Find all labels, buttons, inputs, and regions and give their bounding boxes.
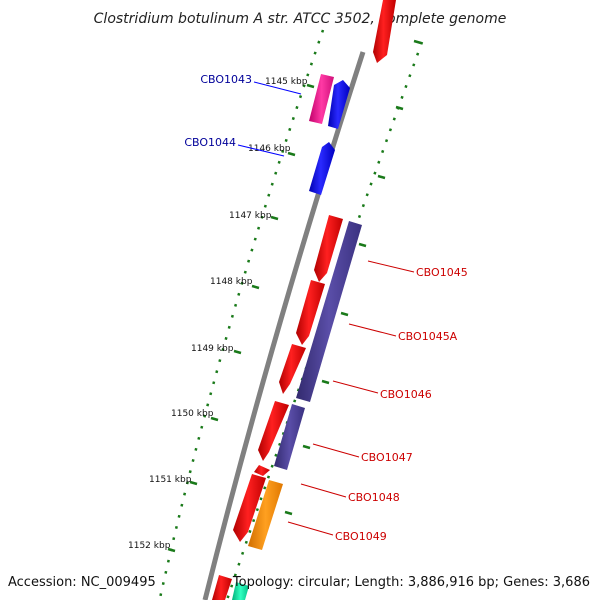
gene-arrow-cbo1045-red[interactable] bbox=[314, 215, 343, 282]
gene-label-cbo1043[interactable]: CBO1043 bbox=[200, 73, 252, 86]
kbp-label-1150: 1150 kbp bbox=[171, 409, 214, 419]
gene-arrow-bottom-red[interactable] bbox=[212, 575, 232, 600]
kbp-label-1146: 1146 kbp bbox=[248, 144, 291, 154]
kbp-label-1147: 1147 kbp bbox=[229, 211, 272, 221]
gene-arrow-cbo1045-purple[interactable] bbox=[296, 221, 362, 402]
kbp-label-1152: 1152 kbp bbox=[128, 541, 171, 551]
gene-arrow-cbo1047-purple[interactable] bbox=[274, 404, 305, 470]
gene-label-cbo1045[interactable]: CBO1045 bbox=[416, 266, 468, 279]
topology-text: Topology: circular; Length: 3,886,916 bp… bbox=[232, 575, 590, 590]
gene-arrow-cbo1049-orange[interactable] bbox=[248, 480, 283, 550]
map-title: Clostridium botulinum A str. ATCC 3502, … bbox=[94, 11, 507, 27]
inner-ring-ticks bbox=[167, 83, 315, 553]
gene-label-cbo1047[interactable]: CBO1047 bbox=[361, 451, 413, 464]
gene-label-cbo1044[interactable]: CBO1044 bbox=[184, 136, 236, 149]
gene-arrow-bottom-teal[interactable] bbox=[232, 582, 249, 600]
kbp-label-1151: 1151 kbp bbox=[149, 475, 192, 485]
gene-arrow-top-red[interactable] bbox=[373, 0, 396, 63]
gene-arrow-cbo1049-red[interactable] bbox=[233, 474, 266, 542]
gene-label-cbo1046[interactable]: CBO1046 bbox=[380, 388, 432, 401]
outer-ring-ticks bbox=[284, 39, 422, 516]
accession-text: Accession: NC_009495 bbox=[8, 575, 156, 590]
label-leader-lines bbox=[237, 81, 415, 536]
kbp-label-1149: 1149 kbp bbox=[191, 344, 234, 354]
gene-arrow-cbo1043-blue[interactable] bbox=[328, 80, 350, 129]
gene-arrow-cbo1045A-red[interactable] bbox=[296, 280, 325, 345]
gene-arrow-cbo1047-red[interactable] bbox=[258, 401, 289, 461]
kbp-label-1145: 1145 kbp bbox=[265, 77, 308, 87]
gene-arrow-pink[interactable] bbox=[309, 74, 334, 124]
gene-arrow-cbo1046-red[interactable] bbox=[279, 344, 306, 394]
kbp-label-1148: 1148 kbp bbox=[210, 277, 253, 287]
gene-label-cbo1049[interactable]: CBO1049 bbox=[335, 530, 387, 543]
gene-arrow-cbo1048-red[interactable] bbox=[254, 465, 270, 476]
gene-label-cbo1048[interactable]: CBO1048 bbox=[348, 491, 400, 504]
genome-backbone bbox=[202, 51, 366, 600]
gene-label-cbo1045A[interactable]: CBO1045A bbox=[398, 330, 458, 343]
gene-arrow-cbo1044-blue[interactable] bbox=[309, 142, 335, 195]
